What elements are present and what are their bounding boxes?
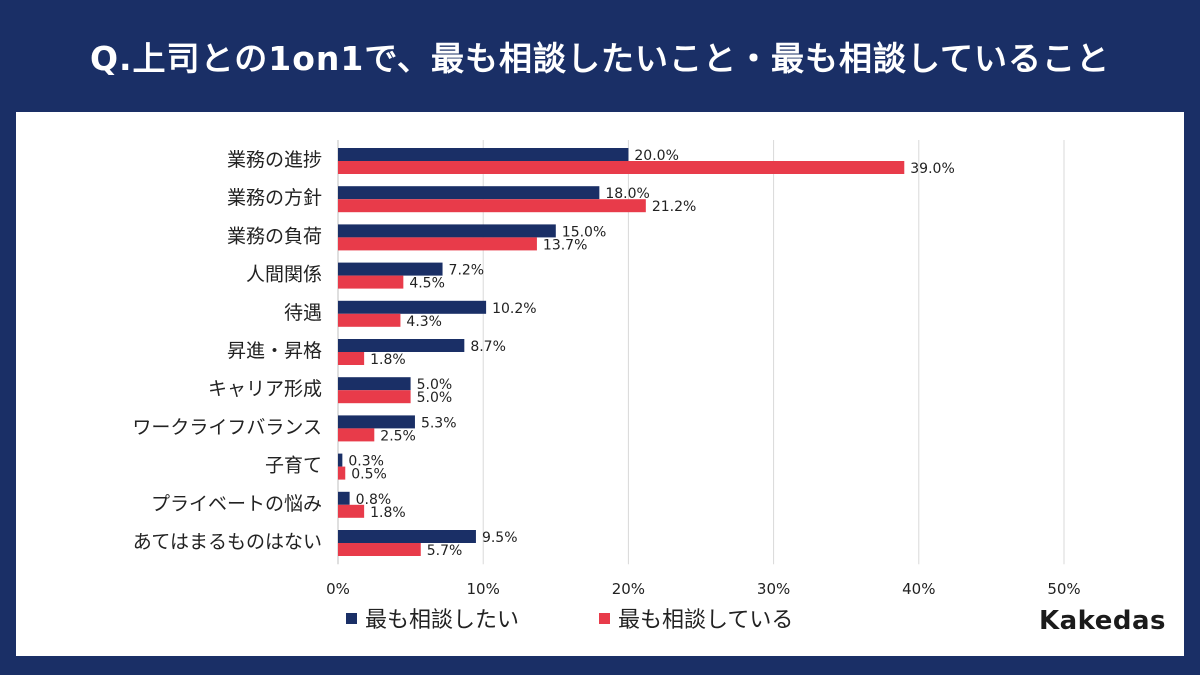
x-tick-label: 10%	[467, 580, 500, 598]
data-label-series1: 5.3%	[421, 415, 457, 431]
data-label-series1: 18.0%	[605, 186, 649, 202]
category-label: 昇進・昇格	[227, 340, 322, 362]
category-label: キャリア形成	[208, 378, 322, 400]
brand-logo: Kakedas	[1038, 606, 1166, 636]
category-label: あてはまるものはない	[133, 531, 322, 553]
bar-series2	[338, 237, 537, 251]
bar-series1	[338, 186, 600, 200]
bar-series2	[338, 428, 375, 442]
legend-label-series1: 最も相談したい	[365, 608, 520, 633]
legend-label-series2: 最も相談している	[618, 608, 794, 633]
data-label-series2: 4.3%	[406, 314, 442, 330]
category-label: プライベートの悩み	[151, 493, 322, 515]
page-title: Q.上司との1on1で、最も相談したいこと・最も相談していること	[89, 39, 1111, 78]
data-label-series2: 5.0%	[417, 390, 453, 406]
data-label-series1: 0.3%	[348, 454, 384, 470]
category-label: 子育て	[265, 455, 322, 477]
data-label-series1: 9.5%	[482, 530, 518, 546]
data-label-series2: 2.5%	[380, 428, 416, 444]
data-label-series2: 4.5%	[409, 276, 445, 292]
data-label-series1: 20.0%	[634, 148, 678, 164]
bar-series2	[338, 543, 421, 556]
data-label-series1: 10.2%	[492, 301, 536, 317]
bar-chart: 0% 10% 20% 30% 40% 50% 業務の進捗 20.0% 39.0% 業務の方針 18.…	[132, 140, 1081, 598]
bar-series1	[338, 415, 415, 429]
bar-series1	[338, 339, 465, 352]
data-label-series2: 1.8%	[370, 352, 406, 368]
bar-series2	[338, 352, 365, 365]
data-label-series2: 39.0%	[910, 161, 954, 177]
bar-series2	[338, 313, 401, 327]
bar-series1	[338, 377, 411, 391]
legend-item-series2: 最も相談している	[599, 602, 793, 634]
x-tick-label: 50%	[1047, 580, 1080, 598]
bar-series1	[338, 300, 487, 314]
bar-series2	[338, 275, 404, 289]
x-tick-label: 30%	[757, 580, 790, 598]
category-label: ワークライフバランス	[132, 416, 322, 438]
category-label: 業務の進捗	[227, 149, 322, 171]
bar-series1	[338, 453, 343, 467]
data-label-series1: 7.2%	[449, 263, 485, 279]
data-label-series1: 5.0%	[417, 377, 453, 393]
data-label-series2: 13.7%	[543, 237, 587, 253]
x-tick-label: 20%	[612, 580, 645, 598]
bar-series2	[338, 199, 646, 213]
category-label: 業務の負荷	[227, 225, 322, 247]
category-label: 業務の方針	[227, 187, 322, 209]
data-label-series2: 1.8%	[370, 505, 406, 521]
data-label-series2: 5.7%	[427, 543, 463, 559]
bar-series1	[338, 224, 556, 238]
bar-series1	[338, 148, 629, 161]
x-tick-label: 40%	[902, 580, 935, 598]
category-label: 人間関係	[246, 264, 322, 286]
legend: 最も相談したい 最も相談している	[346, 602, 793, 634]
legend-swatch-series2	[599, 612, 611, 624]
legend-item-series1: 最も相談したい	[346, 602, 519, 634]
data-label-series2: 21.2%	[652, 199, 696, 215]
category-label: 待遇	[284, 302, 322, 324]
bar-series2	[338, 390, 411, 404]
chart-panel: 0% 10% 20% 30% 40% 50% 業務の進捗 20.0% 39.0% 業務の方針 18.…	[16, 112, 1184, 656]
bar-series2	[338, 466, 346, 480]
bar-series2	[338, 161, 905, 174]
data-label-series1: 8.7%	[470, 339, 506, 355]
bar-series1	[338, 530, 476, 543]
x-tick-label: 0%	[326, 580, 350, 598]
bar-series2	[338, 504, 365, 518]
bar-series1	[338, 262, 443, 276]
data-label-series1: 15.0%	[562, 224, 606, 240]
legend-swatch-series1	[346, 612, 357, 624]
data-label-series2: 0.5%	[351, 467, 387, 483]
data-label-series1: 0.8%	[356, 492, 392, 508]
bar-series1	[338, 491, 350, 505]
